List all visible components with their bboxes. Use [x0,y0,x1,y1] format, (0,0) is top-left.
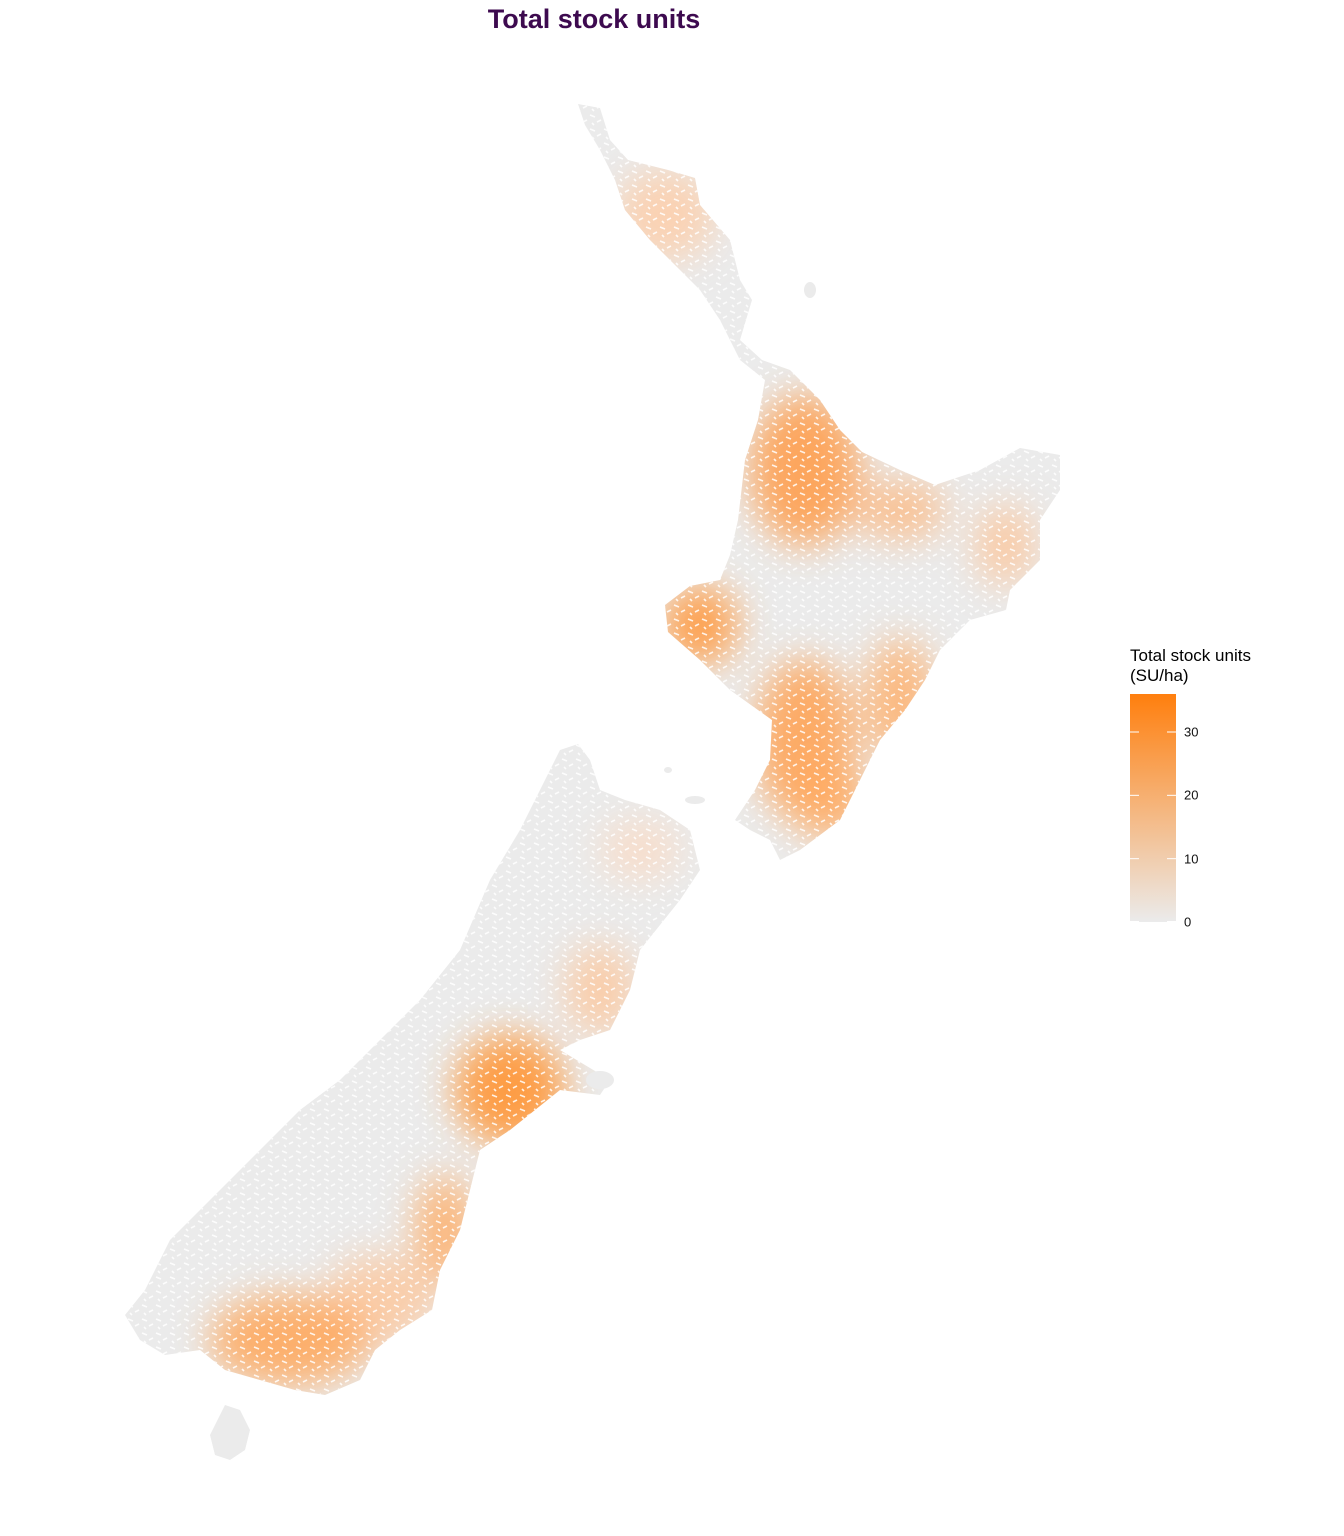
legend-title: Total stock units (SU/ha) [1130,646,1251,685]
page-title: Total stock units [487,4,701,34]
small-islands [210,282,816,1460]
legend-tick-label: 10 [1184,851,1199,867]
legend-colorbar: 0 10 20 30 [1130,694,1198,930]
legend-tick-label: 0 [1184,914,1192,930]
north-island [578,104,1060,860]
legend-tick-label: 30 [1184,724,1199,740]
legend-tick-label: 20 [1184,787,1199,803]
color-legend: Total stock units (SU/ha) 0 10 20 30 [1130,646,1330,946]
south-island [125,744,700,1395]
